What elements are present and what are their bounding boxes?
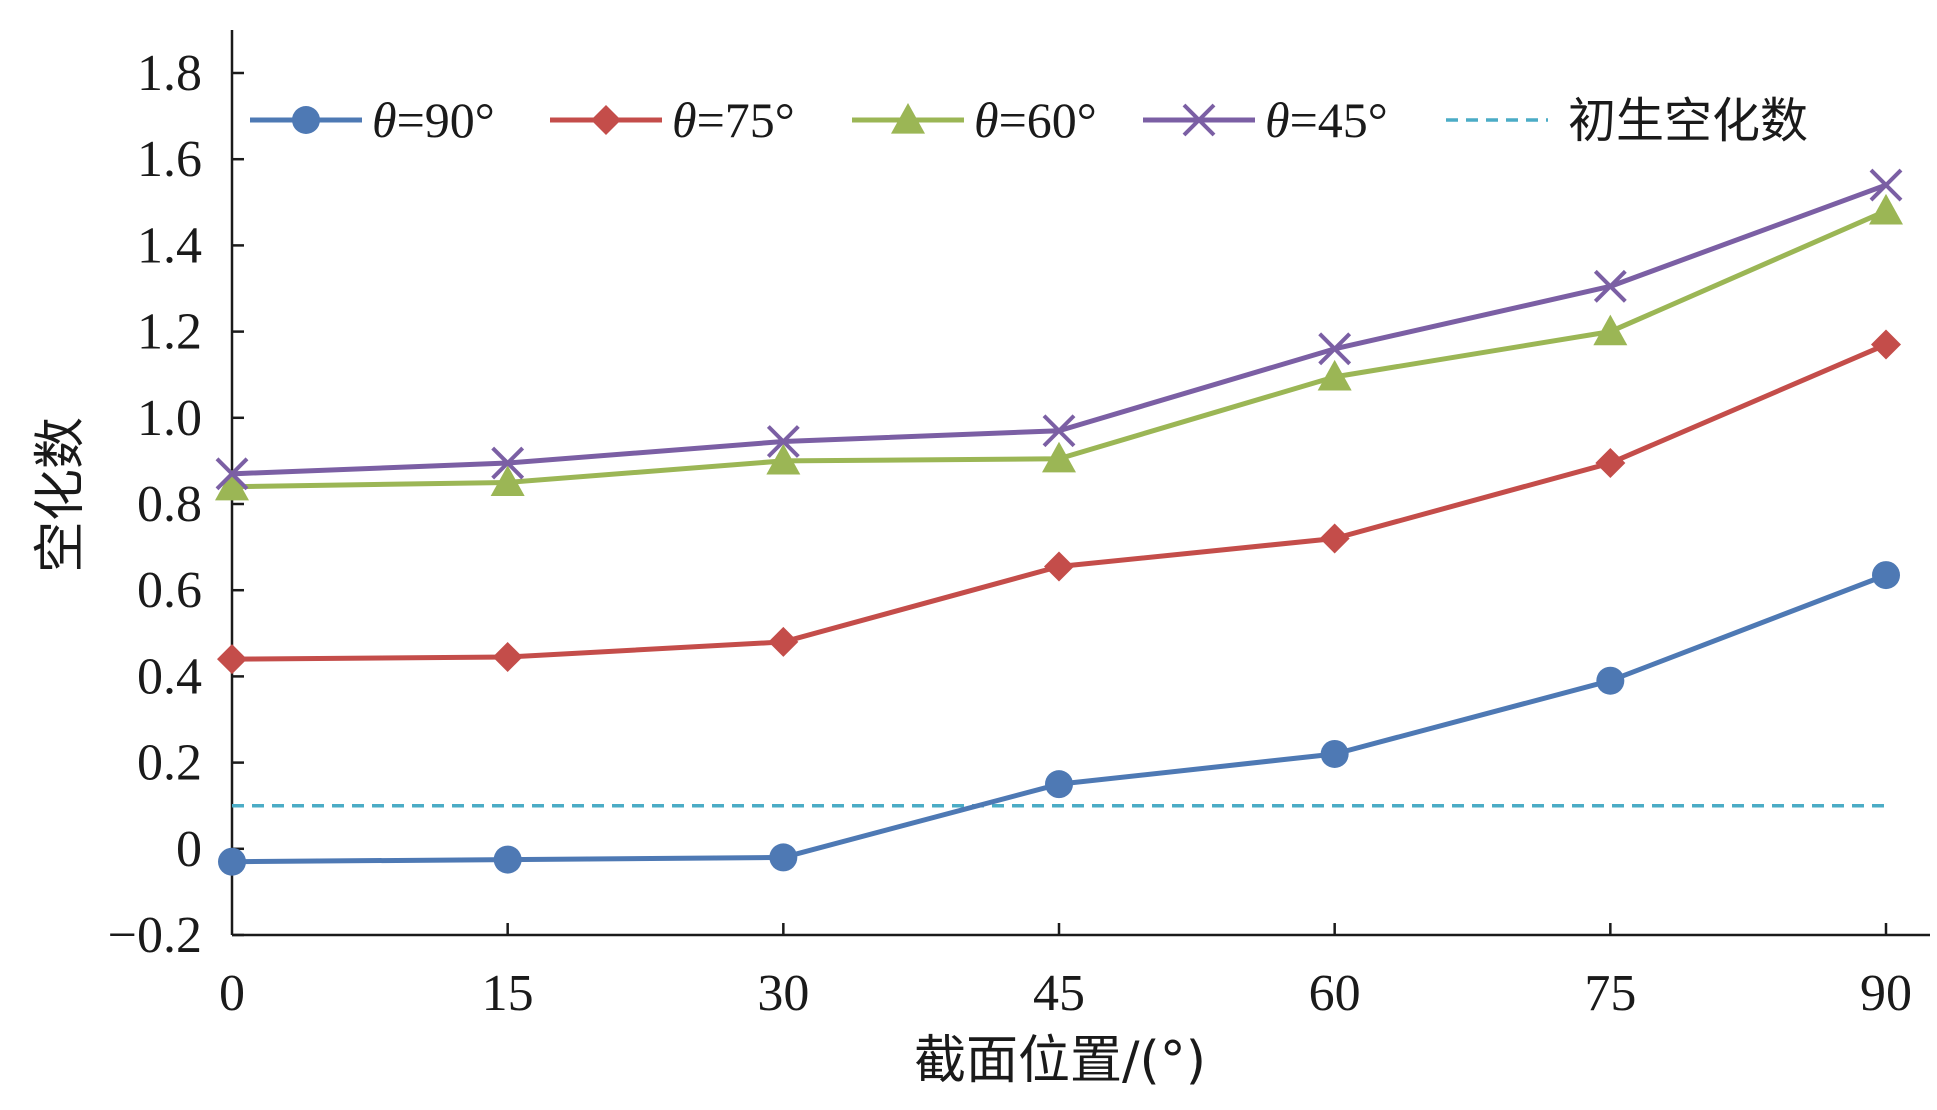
legend-item-0: θ=90° (250, 92, 495, 148)
y-tick-label: 0 (176, 821, 202, 878)
cross-stroke (1042, 414, 1076, 448)
data-point (1320, 739, 1349, 768)
data-point (490, 465, 525, 497)
x-tick-label: 90 (1860, 965, 1912, 1022)
data-point (1045, 770, 1073, 799)
legend-label: θ=45° (1265, 92, 1388, 148)
cross-stroke (491, 446, 525, 480)
cross-stroke (215, 457, 249, 491)
data-point (1871, 329, 1901, 360)
data-point (1042, 414, 1076, 448)
data-point (1869, 193, 1903, 225)
x-tick-label: 15 (482, 965, 534, 1022)
legend-label: θ=60° (974, 92, 1097, 148)
legend-item-1: θ=75° (550, 92, 795, 148)
series-group (215, 168, 1903, 876)
cross-stroke (1318, 332, 1352, 366)
legend-swatch-marker (591, 105, 621, 135)
legend-swatch-marker (1182, 103, 1216, 137)
series-1 (217, 329, 1901, 675)
y-axis-title: 空化数 (31, 417, 91, 573)
legend-label: θ=75° (672, 92, 795, 148)
x-tick-label: 75 (1584, 965, 1636, 1022)
legend-label: 初生空化数 (1568, 93, 1808, 149)
series-line (231, 572, 1887, 865)
data-point (1042, 441, 1076, 473)
y-tick-label: 1.4 (137, 217, 202, 274)
data-point (218, 847, 246, 876)
data-point (766, 425, 800, 458)
y-tick-label: −0.2 (108, 907, 202, 964)
legend-item-2: θ=60° (852, 92, 1097, 148)
x-tick-label: 45 (1033, 965, 1085, 1022)
data-point (1595, 448, 1626, 479)
data-point (768, 626, 799, 657)
x-tick-label: 60 (1309, 965, 1361, 1022)
legend-swatch-marker (292, 106, 320, 134)
series-2 (215, 193, 1903, 501)
y-tick-label: 0.4 (137, 648, 202, 705)
data-point (1593, 269, 1627, 303)
data-point (217, 644, 247, 675)
x-axis-title: 截面位置/(°) (914, 1031, 1206, 1091)
data-point (766, 443, 801, 475)
y-tick-label: 0.6 (137, 562, 202, 619)
y-tick-label: 1.2 (137, 304, 202, 361)
cross-stroke (1182, 103, 1216, 137)
y-tick-label: 0.2 (137, 735, 202, 792)
series-line (231, 342, 1887, 662)
cross-stroke (1593, 269, 1627, 303)
series-0 (218, 561, 1900, 876)
y-tick-label: 1.0 (137, 390, 202, 447)
data-point (1319, 523, 1350, 554)
data-point (491, 446, 525, 480)
series-3 (215, 168, 1903, 491)
legend-item-3: θ=45° (1143, 92, 1388, 148)
data-point (1872, 561, 1900, 590)
data-point (1869, 168, 1903, 202)
data-point (1317, 359, 1352, 391)
legend-label: θ=90° (372, 92, 495, 148)
data-point (1044, 551, 1074, 582)
x-tick-label: 0 (219, 965, 245, 1022)
legend-item-reference: 初生空化数 (1446, 93, 1808, 149)
data-point (1593, 314, 1628, 346)
data-point (1596, 666, 1625, 695)
y-ticks: 1.8 1.6 1.4 1.2 1.0 0.8 0.6 0.4 0.2 0 −0.2 (108, 45, 244, 964)
data-point (1318, 332, 1352, 366)
legend-swatch-marker (891, 103, 925, 134)
x-ticks: 0 15 30 45 60 75 90 (219, 923, 1912, 1022)
data-point (215, 469, 249, 501)
cross-stroke (766, 425, 800, 458)
data-point (769, 843, 798, 872)
data-point (215, 457, 249, 491)
x-tick-label: 30 (757, 965, 809, 1022)
y-tick-label: 0.8 (137, 476, 202, 533)
cross-stroke (1869, 168, 1903, 202)
data-point (493, 845, 522, 874)
data-point (492, 642, 523, 673)
y-tick-label: 1.8 (137, 45, 202, 102)
y-tick-label: 1.6 (137, 131, 202, 188)
legend: θ=90° θ=75° θ=60° θ=45° 初生空化数 (250, 92, 1808, 149)
